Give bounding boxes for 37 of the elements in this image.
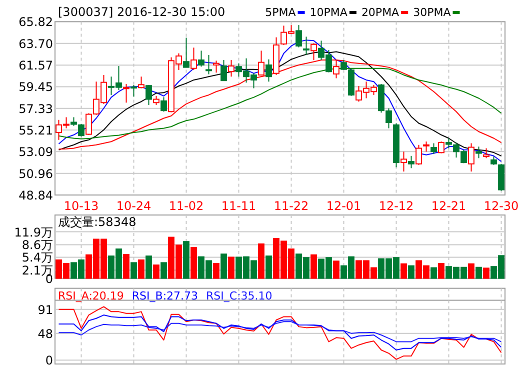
y-tick-label: 0 [45,354,53,365]
x-tick-label: 12-01 [326,199,362,213]
y-tick-label: 11.9万 [14,225,53,240]
legend-label: 5PMA [265,6,296,19]
x-tick-label: 12-21 [431,199,466,213]
x-tick-label: 12-12 [378,199,414,213]
series-label: RSI_C:35.10 [206,289,272,302]
x-tick-label: 11-22 [274,199,309,213]
y-tick-label: 48 [38,326,53,341]
line-series [58,314,502,350]
y-tick-label: 61.57 [18,58,53,73]
y-tick-label: 8.6万 [22,238,53,252]
legend-label: 10PMA [310,6,348,19]
y-tick-label: 53.09 [18,145,53,160]
x-tick-label: 12-30 [484,199,519,213]
y-tick-label: 48.84 [18,188,53,202]
line-series [58,306,502,360]
legend-label: 30PMA [413,6,452,19]
y-tick-label: 57.33 [18,102,53,116]
y-tick-label: 50.96 [18,166,53,181]
series-label: RSI_A:20.19 [58,289,124,302]
y-tick-label: 59.45 [18,80,53,94]
chart-title: 成交量:58348 [58,215,136,229]
line-series [58,321,502,342]
y-tick-label: 63.70 [18,36,53,51]
y-tick-label: 5.4万 [22,250,53,265]
chart-title: [300037] 2016-12-30 15:00 [58,5,226,19]
x-tick-label: 11-11 [221,199,256,213]
y-tick-label: 65.82 [18,15,53,30]
legend-label: 20PMA [361,6,400,19]
y-tick-label: 2.1万 [22,264,53,278]
y-tick-label: 91 [38,302,53,317]
x-tick-label: 11-02 [168,199,204,213]
x-tick-label: 10-13 [64,199,99,213]
x-tick-label: 10-24 [116,199,152,213]
y-tick-label: 55.21 [18,123,53,138]
series-label: RSI_B:27.73 [132,289,198,302]
